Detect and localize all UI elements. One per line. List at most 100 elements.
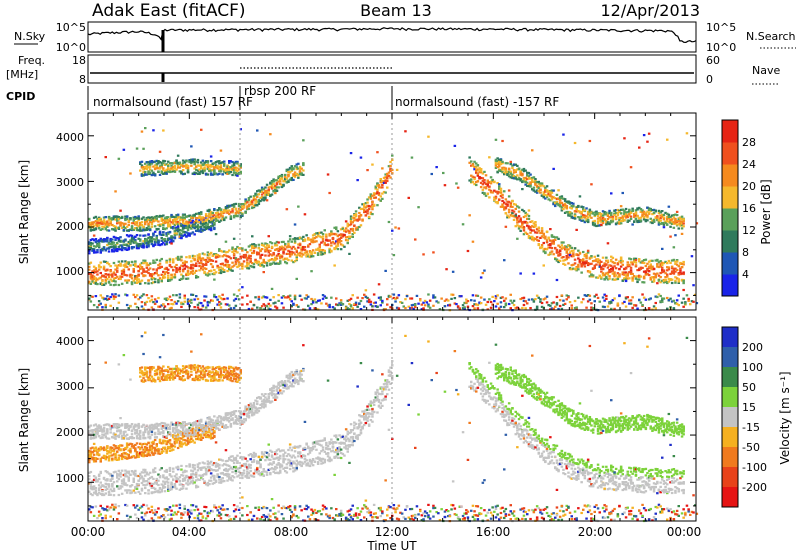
power-cell	[106, 237, 109, 240]
power-cell	[479, 168, 483, 171]
power-cell	[298, 167, 302, 170]
power-cell	[214, 164, 218, 167]
power-cell	[560, 307, 564, 310]
power-cell	[555, 278, 559, 282]
power-cell	[498, 183, 501, 186]
power-cell	[517, 177, 521, 180]
power-cell	[583, 216, 587, 219]
power-cell	[335, 233, 338, 236]
power-cell	[252, 263, 256, 266]
power-cell	[563, 203, 567, 206]
power-cell	[578, 261, 582, 264]
power-cell	[509, 293, 512, 296]
power-cell	[481, 172, 485, 175]
power-cell	[320, 236, 323, 239]
power-cell	[107, 250, 111, 253]
power-cell	[298, 165, 302, 168]
power-cell	[132, 228, 135, 231]
power-cell	[532, 180, 536, 183]
power-cell	[494, 195, 498, 198]
power-cell	[582, 214, 585, 217]
power-cell	[180, 216, 183, 219]
power-cell	[112, 277, 116, 280]
power-cell	[139, 264, 142, 267]
power-cell	[605, 221, 608, 224]
power-cell	[633, 304, 636, 307]
power-cell	[670, 267, 674, 270]
power-cell	[504, 172, 508, 175]
power-cell	[336, 238, 340, 241]
power-cell	[264, 192, 267, 195]
power-cell	[494, 295, 498, 298]
power-cell	[656, 272, 659, 275]
power-cell	[554, 236, 557, 239]
power-cell	[384, 176, 387, 179]
power-cell	[386, 303, 389, 306]
power-cell	[428, 299, 432, 302]
power-cell	[651, 209, 654, 212]
power-cell	[346, 222, 349, 225]
power-cell	[216, 211, 219, 214]
power-cell	[516, 168, 519, 171]
power-cell	[591, 260, 595, 263]
power-cell	[190, 161, 193, 165]
power-cell	[206, 272, 210, 275]
power-cell	[494, 166, 498, 169]
power-cell	[109, 223, 112, 226]
power-cell	[479, 181, 483, 184]
power-cell	[249, 203, 252, 206]
power-cell	[593, 211, 596, 214]
power-cell	[124, 279, 127, 282]
power-cell	[540, 244, 544, 247]
power-cell	[522, 296, 526, 299]
power-cell	[527, 183, 531, 186]
power-cell	[555, 248, 559, 251]
power-cell	[677, 294, 680, 297]
power-cell	[260, 263, 264, 267]
power-cell	[501, 139, 504, 143]
power-cell	[526, 302, 529, 305]
power-cell	[664, 220, 667, 223]
power-cell	[649, 265, 652, 268]
power-cell	[145, 228, 149, 231]
power-cell	[152, 232, 155, 235]
power-cell	[125, 281, 129, 284]
power-cell	[249, 244, 252, 247]
power-cell	[196, 212, 200, 215]
power-cell	[200, 166, 203, 170]
power-cell	[170, 239, 173, 242]
power-cell	[619, 205, 623, 208]
power-cell	[614, 209, 618, 212]
power-cell	[204, 214, 208, 218]
power-cell	[157, 279, 160, 282]
power-cell	[180, 234, 183, 237]
power-cell	[516, 174, 519, 177]
power-cell	[563, 302, 567, 305]
power-cell	[381, 301, 384, 304]
power-cell	[532, 176, 536, 179]
power-cell	[629, 270, 633, 274]
power-cell	[578, 252, 582, 255]
power-cell	[152, 259, 155, 262]
power-cell	[203, 228, 206, 231]
power-cell	[522, 226, 526, 229]
power-cell	[211, 272, 214, 276]
power-cell	[654, 216, 657, 219]
power-cell	[633, 275, 636, 278]
power-cell	[512, 171, 516, 174]
power-cell	[218, 249, 221, 252]
power-cell	[483, 193, 486, 196]
power-cell	[346, 299, 349, 302]
power-cell	[157, 281, 160, 284]
power-cell	[339, 236, 343, 239]
power-cell	[476, 164, 480, 167]
power-cell	[320, 302, 323, 305]
power-cell	[135, 281, 139, 284]
power-cell	[170, 164, 173, 167]
power-cell	[512, 215, 516, 218]
power-cell	[591, 212, 595, 215]
power-cell	[447, 304, 450, 307]
power-cell	[188, 224, 191, 227]
power-cell	[473, 165, 476, 168]
power-cell	[494, 305, 498, 308]
